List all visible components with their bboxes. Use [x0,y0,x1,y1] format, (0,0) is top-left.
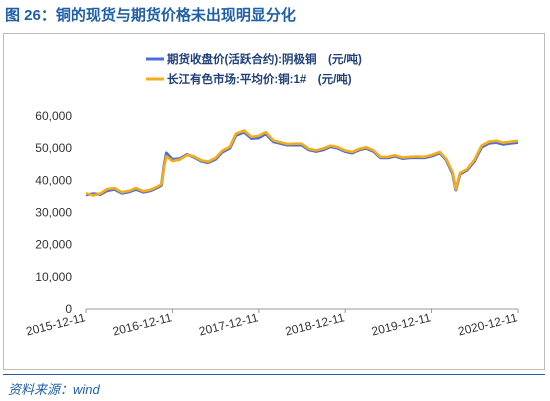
x-tick-label: 2017-12-11 [197,310,259,338]
y-tick-label: 50,000 [35,141,72,155]
y-tick-label: 40,000 [35,173,72,187]
y-tick-label: 20,000 [35,238,72,252]
y-axis: 0 10,000 20,000 30,000 40,000 50,000 60,000 [35,109,72,316]
x-axis: 2015-12-11 2016-12-11 2017-12-11 2018-12-11… [25,308,519,339]
spot-average-line [85,129,519,197]
y-tick-label: 30,000 [35,206,72,220]
y-tick-label: 0 [65,302,72,316]
legend-label-spot: 长江有色市场:平均价:铜:1# (元/吨) [167,72,352,86]
chart-legend: 期货收盘价(活跃合约):阴极铜 (元/吨) 长江有色市场:平均价:铜:1# (元… [146,52,362,86]
figure-title: 图 26：铜的现货与期货价格未出现明显分化 [5,7,296,24]
bottom-rule [3,374,545,375]
legend-label-futures: 期货收盘价(活跃合约):阴极铜 (元/吨) [167,52,362,66]
x-tick-label: 2019-12-11 [370,310,432,338]
x-tick-label: 2015-12-11 [25,310,87,338]
chart-frame [3,33,545,370]
y-tick-label: 10,000 [35,270,72,284]
series-group [85,129,519,197]
futures-close-line [85,130,519,197]
y-tick-label: 60,000 [35,109,72,123]
x-tick-label: 2016-12-11 [111,310,173,338]
x-tick-label: 2018-12-11 [284,310,346,338]
source-note: 资料来源：wind [8,382,100,397]
x-tick-label: 2020-12-11 [457,310,519,338]
